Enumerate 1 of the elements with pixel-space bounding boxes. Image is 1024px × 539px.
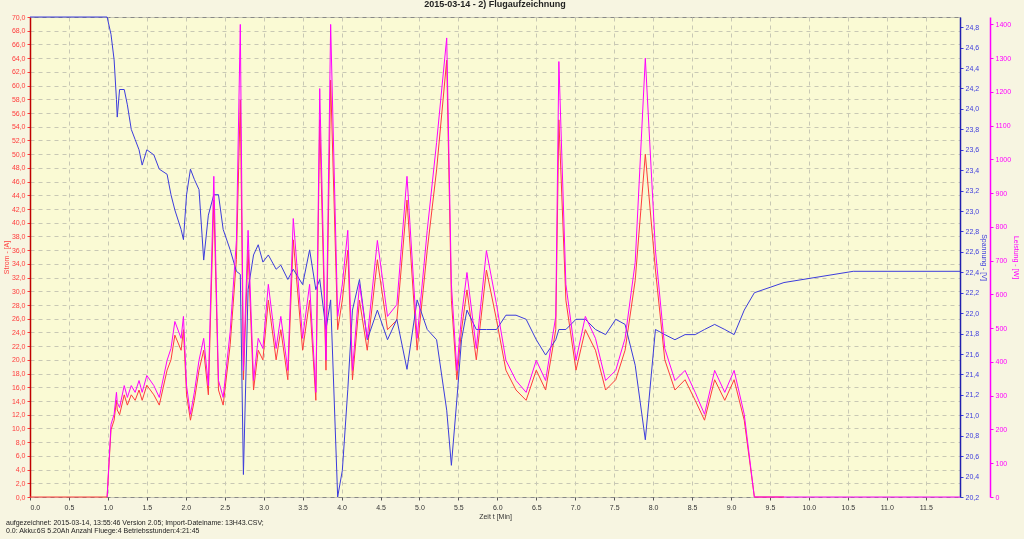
chart-title: 2015-03-14 - 2) Flugaufzeichnung	[424, 0, 566, 9]
